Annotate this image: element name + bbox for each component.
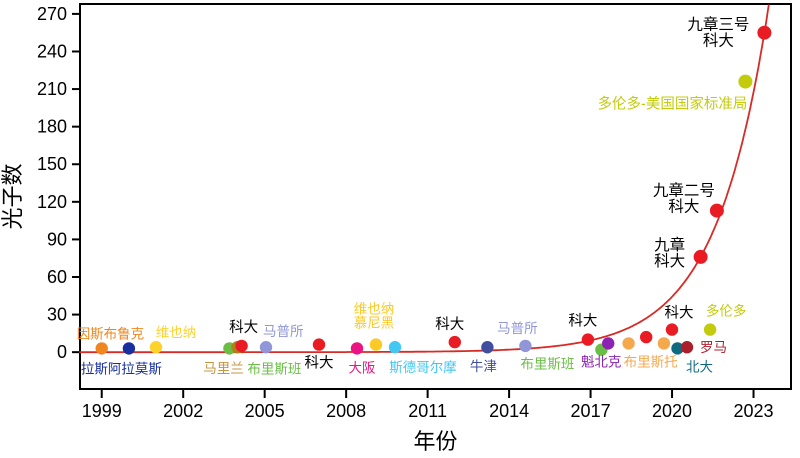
data-point: 因斯布鲁克 · 3: [95, 342, 108, 355]
point-label: 罗马: [700, 340, 727, 355]
data-point: 九章 科大 · 76: [693, 249, 708, 264]
data-point: 科大 · 5: [235, 339, 248, 353]
data-point: 九章二号 科大 · 113: [709, 203, 724, 218]
point-label: 布里斯班: [520, 357, 574, 372]
x-tick-label: 2020: [652, 401, 692, 421]
point-label: 多伦多-美国国家标准局: [598, 96, 748, 113]
point-label: 马普所: [497, 321, 538, 336]
point-label: 维也纳: [354, 302, 395, 317]
data-point: 马普所 · 5: [519, 339, 532, 353]
plot-frame: [79, 3, 792, 390]
data-point: 维也纳 · 4: [149, 341, 163, 354]
point-label: 科大: [703, 32, 734, 50]
y-tick-label: 180: [37, 117, 67, 137]
x-tick-label: 2014: [489, 401, 529, 421]
data-point: 科大 · 12: [640, 330, 653, 344]
point-label: 维也纳: [156, 325, 197, 340]
y-tick-label: 120: [37, 192, 67, 212]
point-label: 九章二号: [653, 182, 715, 200]
data-point: 斯德哥尔摩 · 4: [388, 341, 402, 354]
point-label: 马里兰: [203, 361, 244, 376]
point-label: 大阪: [349, 360, 376, 375]
point-label: 科大: [435, 316, 464, 333]
x-tick-label: 2005: [245, 401, 285, 421]
data-point: 罗马 · 4: [680, 341, 694, 354]
point-label: 科大: [305, 355, 334, 372]
x-tick-label: 2008: [326, 401, 366, 421]
data-point: 科大 · 8: [448, 335, 461, 349]
point-label: 魁北克: [581, 354, 622, 369]
point-label: 慕尼黑: [354, 316, 395, 331]
x-tick-label: 2002: [163, 401, 203, 421]
data-point: 多伦多 · 18: [703, 323, 717, 336]
data-point: 科大 · 10: [581, 333, 595, 346]
data-point: 魁北克 · 7: [602, 337, 615, 350]
point-label: 牛津: [470, 359, 497, 374]
trend-curve: [79, 4, 770, 354]
data-point: 拉斯阿拉莫斯 · 3: [122, 342, 136, 355]
point-label: 因斯布鲁克: [77, 326, 145, 341]
point-label: 北大: [686, 359, 713, 374]
point-label: 多伦多: [706, 303, 747, 319]
data-point: 科大 · 6: [312, 338, 326, 351]
data-point: 布里斯托 · 7: [622, 337, 635, 350]
data-point: 九章三号 科大 · 255: [757, 25, 772, 40]
x-tick-label: 2023: [733, 401, 773, 421]
point-label: 科大: [654, 252, 685, 270]
data-point: 马普所 · 4: [259, 341, 273, 354]
point-label: 科大: [229, 319, 258, 336]
data-point: 科大 · 18: [665, 323, 679, 336]
point-label: 布里斯班: [247, 361, 301, 376]
data-point: 北大 · 3: [671, 342, 684, 355]
y-tick-label: 60: [47, 267, 67, 287]
data-point: 牛津 · 4: [481, 341, 494, 354]
y-tick-label: 270: [37, 4, 67, 24]
point-label: 科大: [568, 313, 597, 330]
point-label: 斯德哥尔摩: [389, 359, 457, 375]
point-label: 马普所: [263, 324, 304, 339]
point-label: 九章三号: [687, 16, 749, 34]
y-tick-label: 30: [47, 305, 67, 325]
data-point: 多伦多-美国国家标准局 · 216: [738, 74, 753, 89]
point-label: 拉斯阿拉莫斯: [81, 361, 162, 376]
point-label: 布里斯托: [624, 354, 678, 369]
y-tick-label: 150: [37, 154, 67, 174]
point-label: 科大: [668, 198, 699, 216]
y-tick-label: 90: [47, 229, 67, 249]
y-tick-label: 210: [37, 79, 67, 99]
x-axis-title: 年份: [413, 429, 457, 454]
x-tick-label: 2011: [408, 401, 447, 421]
y-tick-label: 0: [57, 342, 67, 362]
y-tick-label: 240: [37, 41, 67, 61]
point-label: 九章: [654, 236, 685, 254]
y-axis-title: 光子数: [0, 163, 25, 229]
x-tick-label: 2017: [571, 401, 611, 421]
point-label: 科大: [665, 305, 694, 322]
x-tick-label: 1999: [82, 401, 122, 421]
data-point: 大阪 · 3: [350, 342, 364, 355]
data-point: 维也纳-慕尼黑 · 6: [369, 338, 383, 351]
data-point: 布里斯托 · 7: [657, 337, 671, 350]
